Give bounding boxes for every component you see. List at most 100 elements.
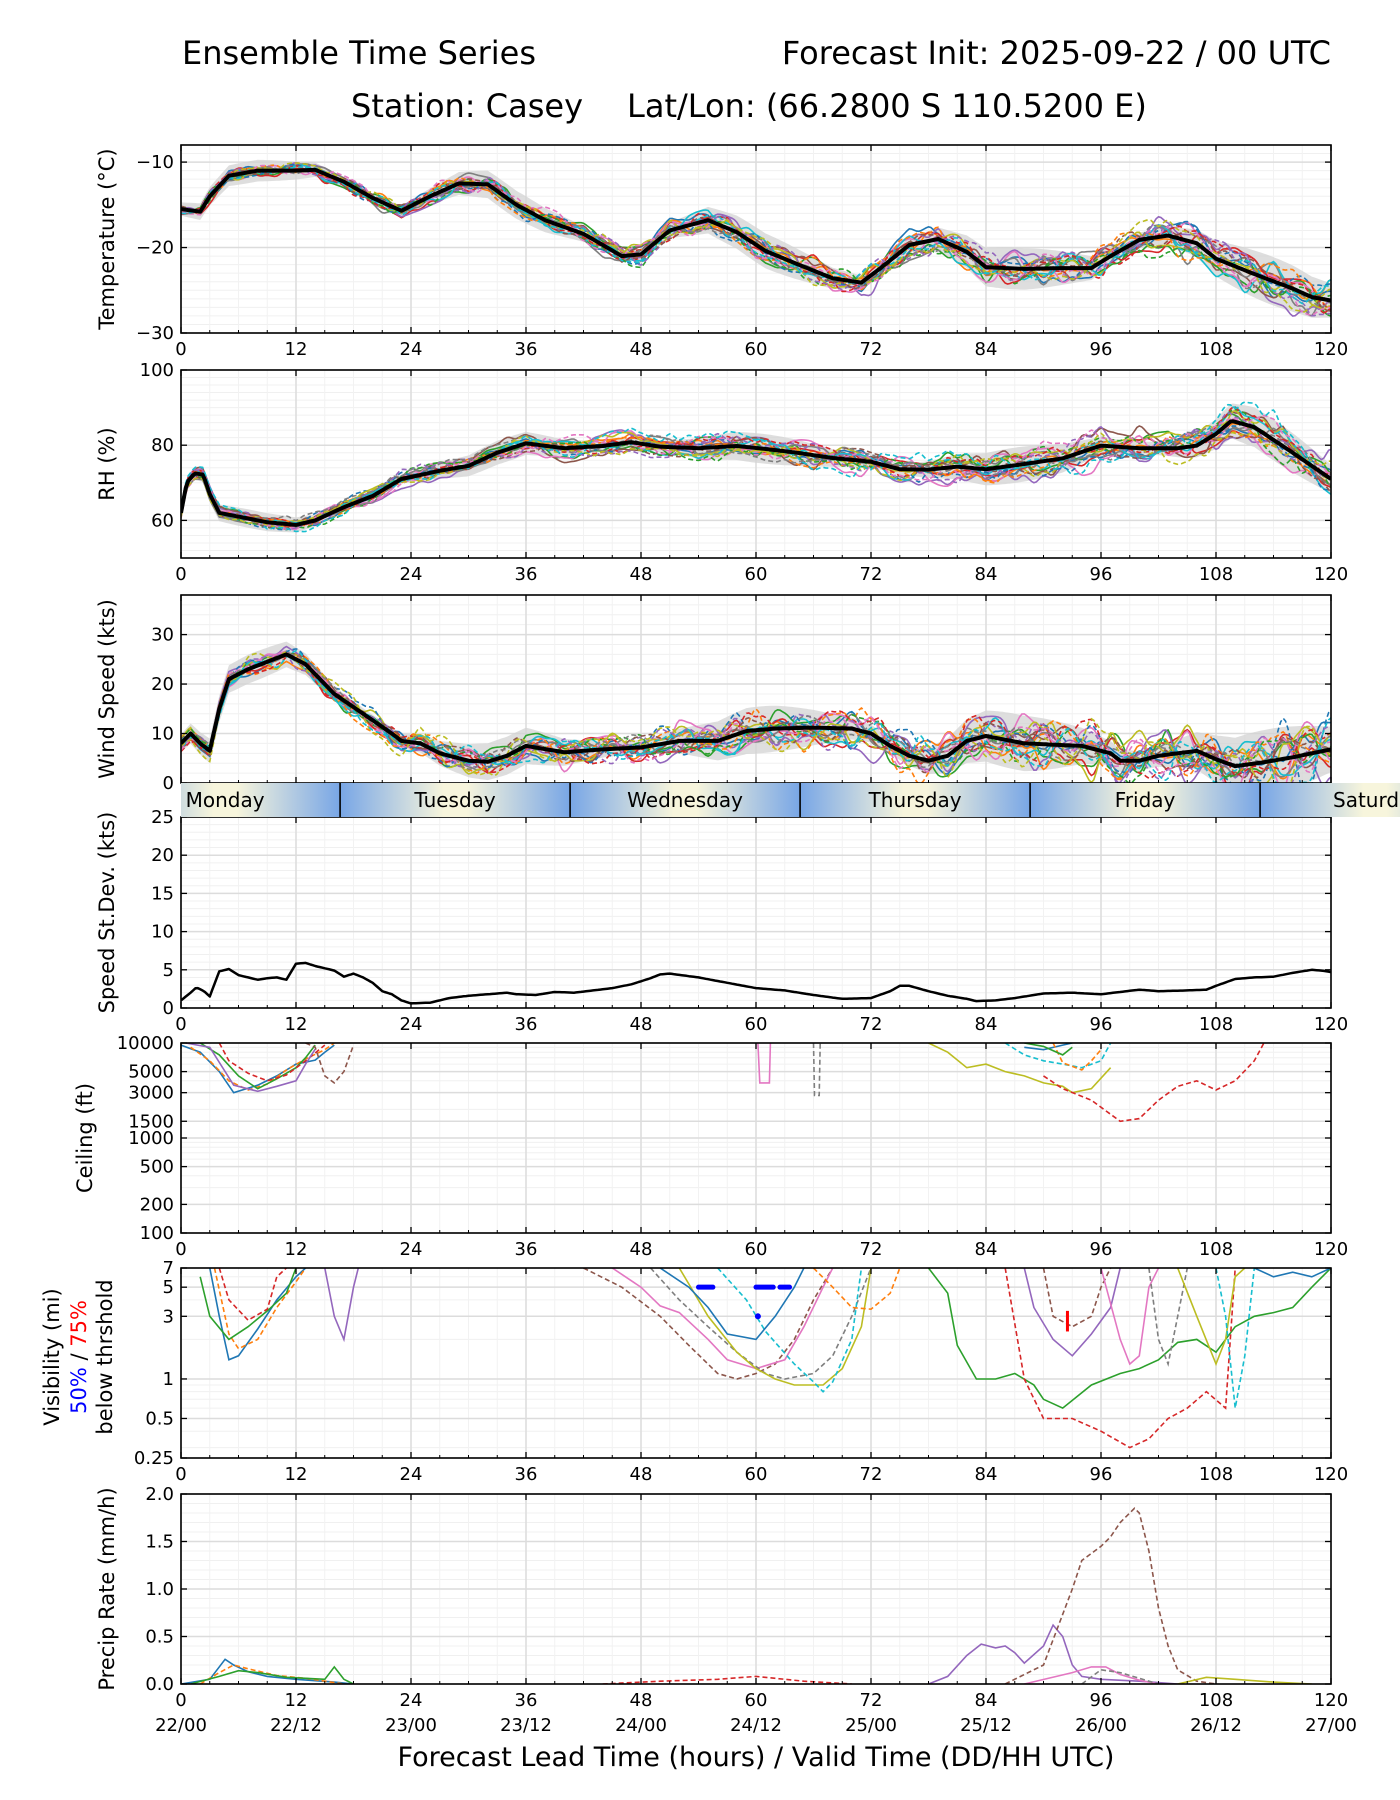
temperature-xtick-label: 72 [860, 339, 883, 360]
rh-xtick-label: 0 [175, 564, 186, 585]
visibility-member-trace-9 [678, 1268, 872, 1386]
temperature-ytick-label: −30 [136, 323, 174, 344]
visibility-member-trace-19 [1176, 1268, 1246, 1367]
precip-xtick-label: 84 [975, 1690, 998, 1711]
precip-member-trace-4 [602, 1675, 852, 1684]
visibility-ytick-label: 0.25 [134, 1448, 174, 1469]
day-label-wednesday: Wednesday [627, 788, 743, 812]
rh-xtick-label: 72 [860, 564, 883, 585]
rh-xtick-label: 36 [515, 564, 538, 585]
ceiling-xtick-label: 120 [1314, 1239, 1348, 1260]
day-label-thursday: Thursday [868, 788, 962, 812]
speed_sd-mean-line [181, 961, 1331, 1005]
rh-xtick-label: 48 [630, 564, 653, 585]
ceiling-member-trace-5 [185, 1043, 316, 1093]
wind-member-11 [181, 648, 1331, 783]
temperature-xtick-label: 96 [1090, 339, 1113, 360]
visibility-member-trace-18 [1148, 1268, 1189, 1367]
precip-grid [180, 1493, 1332, 1685]
day-label-friday: Friday [1115, 788, 1176, 812]
wind-member-14 [181, 654, 1331, 780]
visibility-ytick-label: 0.5 [145, 1408, 174, 1429]
valid-time-label: 24/00 [615, 1715, 667, 1736]
speed_sd-xtick-label: 48 [630, 1014, 653, 1035]
rh-xtick-label: 12 [285, 564, 308, 585]
day-band-labels: Monday Tuesday Wednesday Thursday Friday Satu… [186, 788, 1400, 812]
speed_sd-xtick-label: 84 [975, 1014, 998, 1035]
wind-ylabel: Wind Speed (kts) [95, 599, 119, 779]
visibility-xtick-label: 72 [860, 1464, 883, 1485]
ceiling-member-trace-8 [812, 1043, 821, 1097]
rh-member-14 [181, 406, 1331, 527]
day-band-segment [570, 783, 801, 817]
day-band-segment [1030, 783, 1261, 817]
wind-member-18 [181, 653, 1331, 770]
temperature-xtick-label: 12 [285, 339, 308, 360]
visibility-xtick-label: 120 [1314, 1464, 1348, 1485]
ceiling-series [181, 1043, 1265, 1123]
valid-time-label: 22/12 [270, 1715, 322, 1736]
valid-time-label: 23/12 [500, 1715, 552, 1736]
wind-member-20 [181, 649, 1331, 783]
ceiling-xtick-label: 0 [175, 1239, 186, 1260]
visibility-member-trace-1 [209, 1268, 307, 1361]
temperature-mean-line [181, 167, 1331, 303]
wind-member-16 [181, 653, 1331, 779]
ceiling-xtick-label: 12 [285, 1239, 308, 1260]
speed_sd-ytick-label: 10 [151, 922, 174, 943]
precip-xtick-label: 24 [400, 1690, 423, 1711]
temperature-xtick-label: 120 [1314, 339, 1348, 360]
visibility-ytick-label: 1 [163, 1369, 174, 1390]
rh-grid [180, 369, 1332, 559]
precip-xtick-label: 0 [175, 1690, 186, 1711]
visibility-member-trace-6 [583, 1268, 834, 1380]
rh-ylabel: RH (%) [95, 427, 119, 500]
rh-series [181, 401, 1331, 533]
ceiling-ytick-label: 5000 [128, 1062, 174, 1083]
visibility-xtick-label: 36 [515, 1464, 538, 1485]
ceiling-ylabel: Ceiling (ft) [73, 1083, 97, 1193]
temperature-xtick-label: 108 [1199, 339, 1233, 360]
temperature-xtick-label: 84 [975, 339, 998, 360]
ceiling-member-trace-6 [305, 1043, 355, 1084]
temperature-xtick-label: 24 [400, 339, 423, 360]
rh-mean-line [181, 419, 1331, 527]
wind-panel: 0 10 20 30 Wind Speed (kts) [95, 594, 1332, 794]
speed_sd-xtick-label: 96 [1090, 1014, 1113, 1035]
ceiling-ytick-label: 500 [140, 1157, 174, 1178]
rh-xtick-label: 60 [745, 564, 768, 585]
ceiling-ytick-label: 10000 [117, 1033, 174, 1054]
speed_sd-xtick-label: 36 [515, 1014, 538, 1035]
precip-ytick-label: 0.5 [145, 1627, 174, 1648]
rh-xtick-label: 96 [1090, 564, 1113, 585]
temperature-ytick-label: −10 [136, 152, 174, 173]
precip-ytick-label: 2.0 [145, 1484, 174, 1505]
visibility-member-trace-13 [927, 1268, 1331, 1410]
visibility-member-trace-4 [218, 1268, 287, 1322]
ceiling-member-trace-13 [1024, 1043, 1073, 1056]
speed_sd-ytick-label: 15 [151, 883, 174, 904]
ceiling-member-trace-11 [1024, 1043, 1073, 1051]
precip-member-trace-7 [1024, 1666, 1159, 1684]
ceiling-ytick-label: 1500 [128, 1111, 174, 1132]
visibility-member-trace-21 [1253, 1268, 1331, 1278]
rh-ytick-label: 80 [151, 435, 174, 456]
rh-member-17 [181, 414, 1331, 530]
precip-member-trace-9 [1177, 1676, 1312, 1684]
ceiling-member-trace-3 [199, 1043, 316, 1090]
visibility-series [199, 1268, 1331, 1449]
ceiling-ytick-label: 100 [140, 1223, 174, 1244]
ceiling-grid [180, 1042, 1332, 1234]
wind-ytick-label: 20 [151, 674, 174, 695]
precip-panel: 0.0 0.5 1.0 1.5 2.0 0 12 24 36 48 60 72 84 96 108 120 Pr… [95, 1484, 1357, 1736]
precip-xtick-label: 48 [630, 1690, 653, 1711]
rh-xtick-label: 120 [1314, 564, 1348, 585]
speed_sd-xtick-label: 108 [1199, 1014, 1233, 1035]
valid-time-label: 22/00 [155, 1715, 207, 1736]
speed_sd-xtick-label: 72 [860, 1014, 883, 1035]
visibility-member-trace-15 [1023, 1268, 1121, 1357]
ceiling-xtick-label: 96 [1090, 1239, 1113, 1260]
valid-time-label: 24/12 [730, 1715, 782, 1736]
ceiling-ytick-label: 1000 [128, 1128, 174, 1149]
precip-ylabel: Precip Rate (mm/h) [95, 1487, 119, 1690]
